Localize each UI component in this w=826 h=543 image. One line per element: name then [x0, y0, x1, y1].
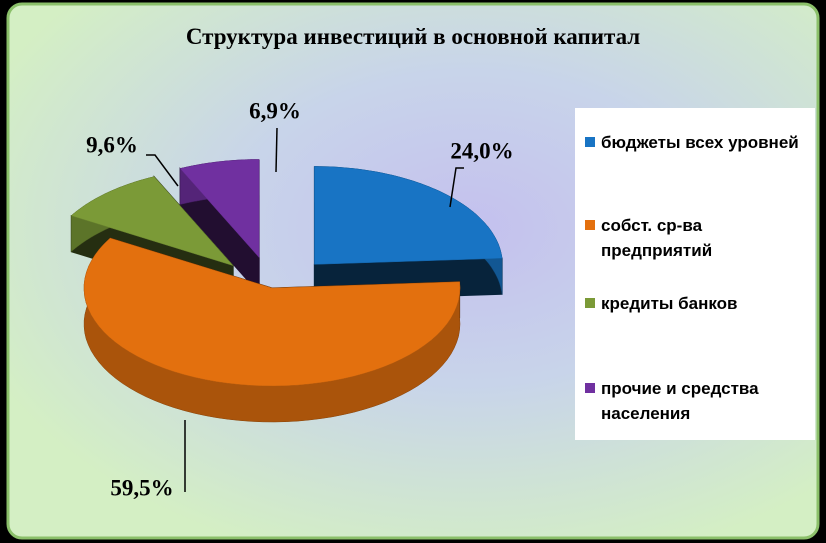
- slice: [179, 159, 260, 295]
- legend-label: прочие и средства населения: [601, 379, 759, 423]
- legend-item: прочие и средства населения: [585, 376, 809, 426]
- leader-line: [449, 167, 464, 208]
- data-label: 24,0%: [450, 138, 513, 163]
- legend-swatch: [585, 220, 595, 230]
- leader-line: [275, 127, 278, 173]
- slice: [179, 159, 260, 259]
- legend: бюджеты всех уровней собст. ср-ва предпри…: [575, 108, 815, 440]
- legend-label: кредиты банков: [601, 294, 738, 313]
- chart-title: Структура инвестиций в основной капитал: [186, 24, 640, 49]
- data-label: 6,9%: [249, 98, 301, 123]
- data-label: 9,6%: [86, 132, 138, 157]
- pie: [70, 159, 503, 423]
- slice: [314, 166, 503, 265]
- legend-item: кредиты банков: [585, 291, 809, 316]
- legend-swatch: [585, 298, 595, 308]
- legend-item: собст. ср-ва предприятий: [585, 213, 809, 263]
- legend-label: собст. ср-ва предприятий: [601, 216, 713, 260]
- slice: [83, 237, 461, 387]
- data-label: 59,5%: [110, 475, 173, 500]
- legend-item: бюджеты всех уровней: [585, 130, 809, 155]
- legend-swatch: [585, 383, 595, 393]
- legend-label: бюджеты всех уровней: [601, 133, 799, 152]
- leader-line: [146, 154, 179, 187]
- slice: [83, 237, 461, 423]
- legend-swatch: [585, 137, 595, 147]
- slice: [70, 176, 234, 267]
